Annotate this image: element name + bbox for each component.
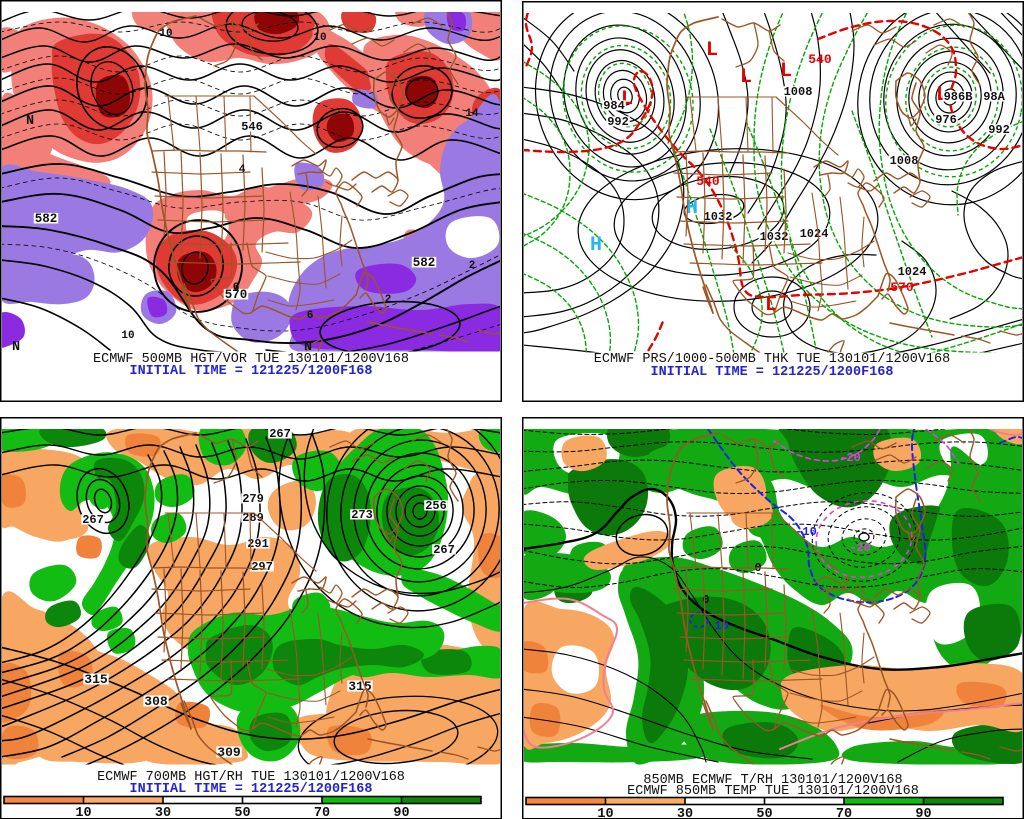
svg-text:1008: 1008: [783, 85, 812, 99]
svg-text:315: 315: [84, 672, 108, 687]
svg-text:H: H: [589, 234, 601, 257]
svg-text:267: 267: [269, 427, 291, 441]
svg-text:N: N: [304, 340, 312, 355]
svg-text:6: 6: [307, 310, 314, 322]
svg-text:14: 14: [465, 108, 479, 120]
svg-text:-20: -20: [839, 451, 861, 465]
svg-text:N: N: [12, 340, 20, 355]
svg-text:570: 570: [890, 280, 914, 295]
svg-text:992: 992: [988, 123, 1010, 137]
svg-text:267: 267: [433, 543, 455, 557]
svg-text:267: 267: [82, 513, 104, 527]
svg-text:976: 976: [935, 113, 957, 127]
svg-text:2: 2: [385, 294, 392, 306]
svg-text:984: 984: [603, 99, 625, 113]
svg-text:1032: 1032: [703, 210, 732, 224]
svg-text:ECMWF 700MB HGT/RH TUE 130101/: ECMWF 700MB HGT/RH TUE 130101/1200V168: [97, 770, 405, 785]
svg-text:0: 0: [702, 593, 709, 607]
svg-text:297: 297: [251, 560, 273, 574]
svg-text:1008: 1008: [889, 154, 918, 168]
svg-text:L: L: [779, 60, 791, 83]
svg-text:308: 308: [144, 694, 168, 709]
svg-text:309: 309: [217, 745, 241, 760]
svg-text:10: 10: [597, 807, 613, 819]
svg-text:70: 70: [835, 807, 851, 819]
svg-text:315: 315: [348, 679, 372, 694]
svg-text:1024: 1024: [897, 265, 926, 279]
svg-text:6: 6: [233, 282, 240, 294]
svg-text:ECMWF 500MB HGT/VOR TUE 130101: ECMWF 500MB HGT/VOR TUE 130101/1200V168: [93, 352, 409, 367]
svg-text:70: 70: [314, 806, 330, 819]
svg-text:30: 30: [155, 806, 171, 819]
svg-text:10: 10: [121, 330, 134, 342]
svg-text:540: 540: [696, 174, 720, 189]
svg-text:289: 289: [242, 511, 264, 525]
svg-text:1024: 1024: [799, 227, 828, 241]
svg-text:256: 256: [425, 499, 447, 513]
svg-text:10: 10: [75, 806, 91, 819]
svg-text:291: 291: [247, 537, 269, 551]
svg-text:-10: -10: [795, 525, 817, 539]
svg-text:98A: 98A: [983, 90, 1005, 104]
svg-text:540: 540: [808, 52, 832, 67]
svg-text:INITIAL TIME = 121225/1200F168: INITIAL TIME = 121225/1200F168: [129, 782, 372, 797]
svg-text:279: 279: [242, 492, 264, 506]
svg-text:582: 582: [35, 212, 58, 226]
svg-text:986B: 986B: [943, 90, 972, 104]
svg-text:546: 546: [241, 120, 263, 134]
svg-text:90: 90: [393, 806, 409, 819]
svg-text:582: 582: [413, 256, 436, 270]
svg-text:570: 570: [225, 288, 248, 302]
svg-text:50: 50: [234, 806, 250, 819]
svg-text:L: L: [705, 39, 717, 62]
svg-text:L: L: [764, 294, 776, 317]
svg-text:H: H: [685, 197, 697, 220]
svg-text:90: 90: [915, 807, 931, 819]
svg-text:30: 30: [676, 807, 692, 819]
svg-text:850MB ECMWF T/RH 130101/1200V1: 850MB ECMWF T/RH 130101/1200V168: [643, 773, 902, 788]
svg-text:INITIAL TIME = 121225/1200F168: INITIAL TIME = 121225/1200F168: [650, 365, 893, 380]
svg-text:-20: -20: [849, 541, 871, 555]
svg-text:-10: -10: [989, 417, 1011, 431]
svg-text:L: L: [739, 66, 751, 89]
svg-text:-10: -10: [707, 619, 729, 633]
svg-text:4: 4: [239, 164, 246, 176]
svg-text:10: 10: [159, 28, 172, 40]
svg-text:ECMWF 850MB TEMP TUE 130101/12: ECMWF 850MB TEMP TUE 130101/1200V168: [627, 784, 919, 799]
svg-text:2: 2: [469, 260, 476, 272]
svg-text:273: 273: [351, 508, 373, 522]
svg-text:1032: 1032: [759, 230, 788, 244]
svg-text:50: 50: [756, 807, 772, 819]
svg-text:INITIAL TIME = 121225/1200F168: INITIAL TIME = 121225/1200F168: [129, 364, 372, 379]
svg-text:10: 10: [313, 32, 326, 44]
svg-text:N: N: [26, 114, 34, 129]
svg-text:992: 992: [607, 115, 629, 129]
svg-text:ECMWF PRS/1000-500MB THK TUE 1: ECMWF PRS/1000-500MB THK TUE 130101/1200…: [593, 352, 949, 367]
